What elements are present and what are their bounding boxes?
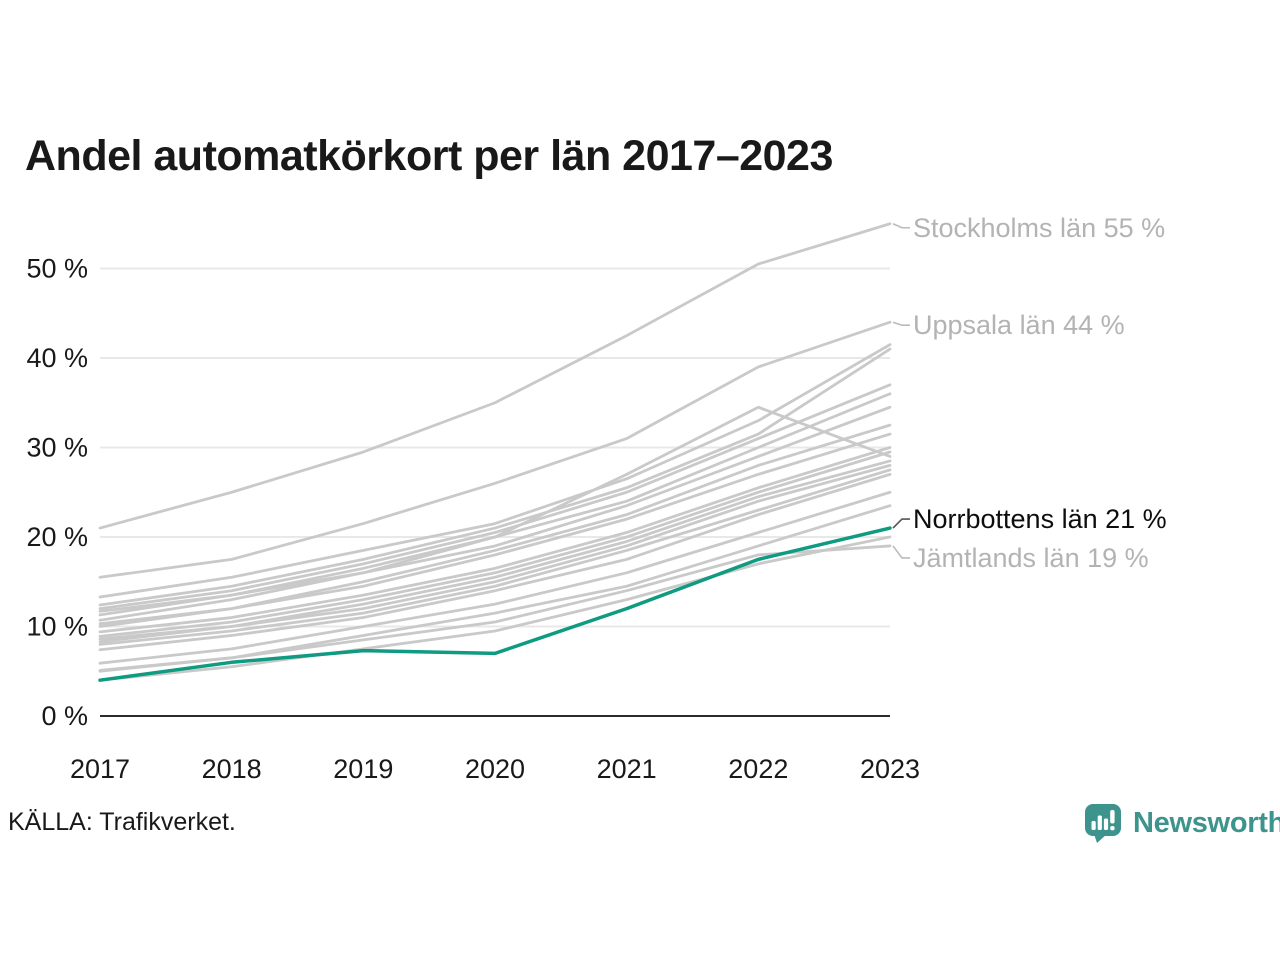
- x-axis-tick-label: 2018: [202, 754, 262, 784]
- series-line: [98, 383, 892, 610]
- x-axis-tick-label: 2023: [860, 754, 920, 784]
- series-line: [98, 544, 892, 673]
- y-axis-tick-label: 0 %: [41, 701, 88, 731]
- x-axis-tick-label: 2017: [70, 754, 130, 784]
- y-axis-tick-label: 40 %: [26, 343, 88, 373]
- series-line: [98, 468, 892, 646]
- newsworthy-logo-text: Newsworthy: [1133, 806, 1280, 839]
- series-label-jamtland: Jämtlands län 19 %: [913, 542, 1149, 573]
- series-line: [98, 463, 892, 644]
- label-connector-line: [892, 518, 910, 529]
- label-connector-line: [892, 321, 910, 327]
- series-line: [98, 320, 892, 579]
- series-line: [98, 535, 892, 682]
- chart-title: Andel automatkörkort per län 2017–2023: [25, 132, 833, 180]
- y-axis-tick-label: 50 %: [26, 254, 88, 284]
- logo-exclamation-stem: [1110, 810, 1115, 824]
- label-connector-line: [892, 223, 910, 229]
- source-note: KÄLLA: Trafikverket.: [8, 808, 236, 836]
- series-line: [98, 446, 892, 634]
- logo-bar-tall: [1097, 815, 1102, 830]
- y-axis-tick-label: 20 %: [26, 522, 88, 552]
- newsworthy-logo-icon: [1085, 804, 1121, 843]
- series-line: [98, 432, 892, 628]
- series-line: [98, 347, 892, 607]
- series-label-stockholm: Stockholms län 55 %: [913, 212, 1166, 243]
- series-line: [98, 222, 892, 530]
- logo-bar-mid: [1103, 818, 1109, 830]
- y-axis-tick-label: 10 %: [26, 612, 88, 642]
- series-line: [98, 405, 892, 617]
- series-line: [98, 490, 892, 665]
- series-line: [98, 343, 892, 599]
- x-axis-tick-label: 2020: [465, 754, 525, 784]
- x-axis-tick-label: 2021: [597, 754, 657, 784]
- logo-exclamation-dot: [1110, 826, 1115, 831]
- x-axis-tick-label: 2019: [333, 754, 393, 784]
- x-axis-tick-label: 2022: [728, 754, 788, 784]
- series-line: [98, 405, 892, 622]
- series-label-norrbotten: Norrbottens län 21 %: [913, 504, 1167, 535]
- highlighted-series-line: [98, 526, 892, 682]
- series-label-uppsala: Uppsala län 44 %: [913, 310, 1125, 341]
- newsworthy-logo: Newsworthy: [1083, 802, 1280, 844]
- logo-bar-short: [1091, 821, 1096, 830]
- label-connector-line: [892, 545, 910, 559]
- series-line: [98, 450, 892, 638]
- series-line: [98, 472, 892, 652]
- y-axis-tick-label: 30 %: [26, 433, 88, 463]
